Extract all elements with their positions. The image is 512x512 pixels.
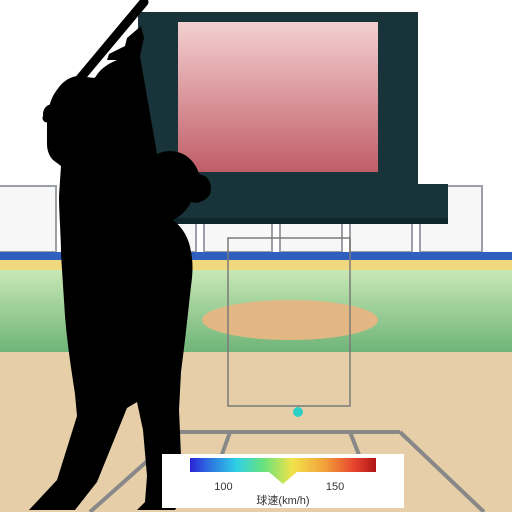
pitch-chart: 100 150 球速(km/h) [0, 0, 512, 512]
legend-tick: 100 [214, 481, 232, 493]
pitch-marker [293, 407, 303, 417]
legend-label: 球速(km/h) [256, 493, 309, 507]
scoreboard-screen [178, 22, 378, 172]
legend-tick: 150 [326, 481, 344, 493]
stand-panel [0, 186, 56, 252]
